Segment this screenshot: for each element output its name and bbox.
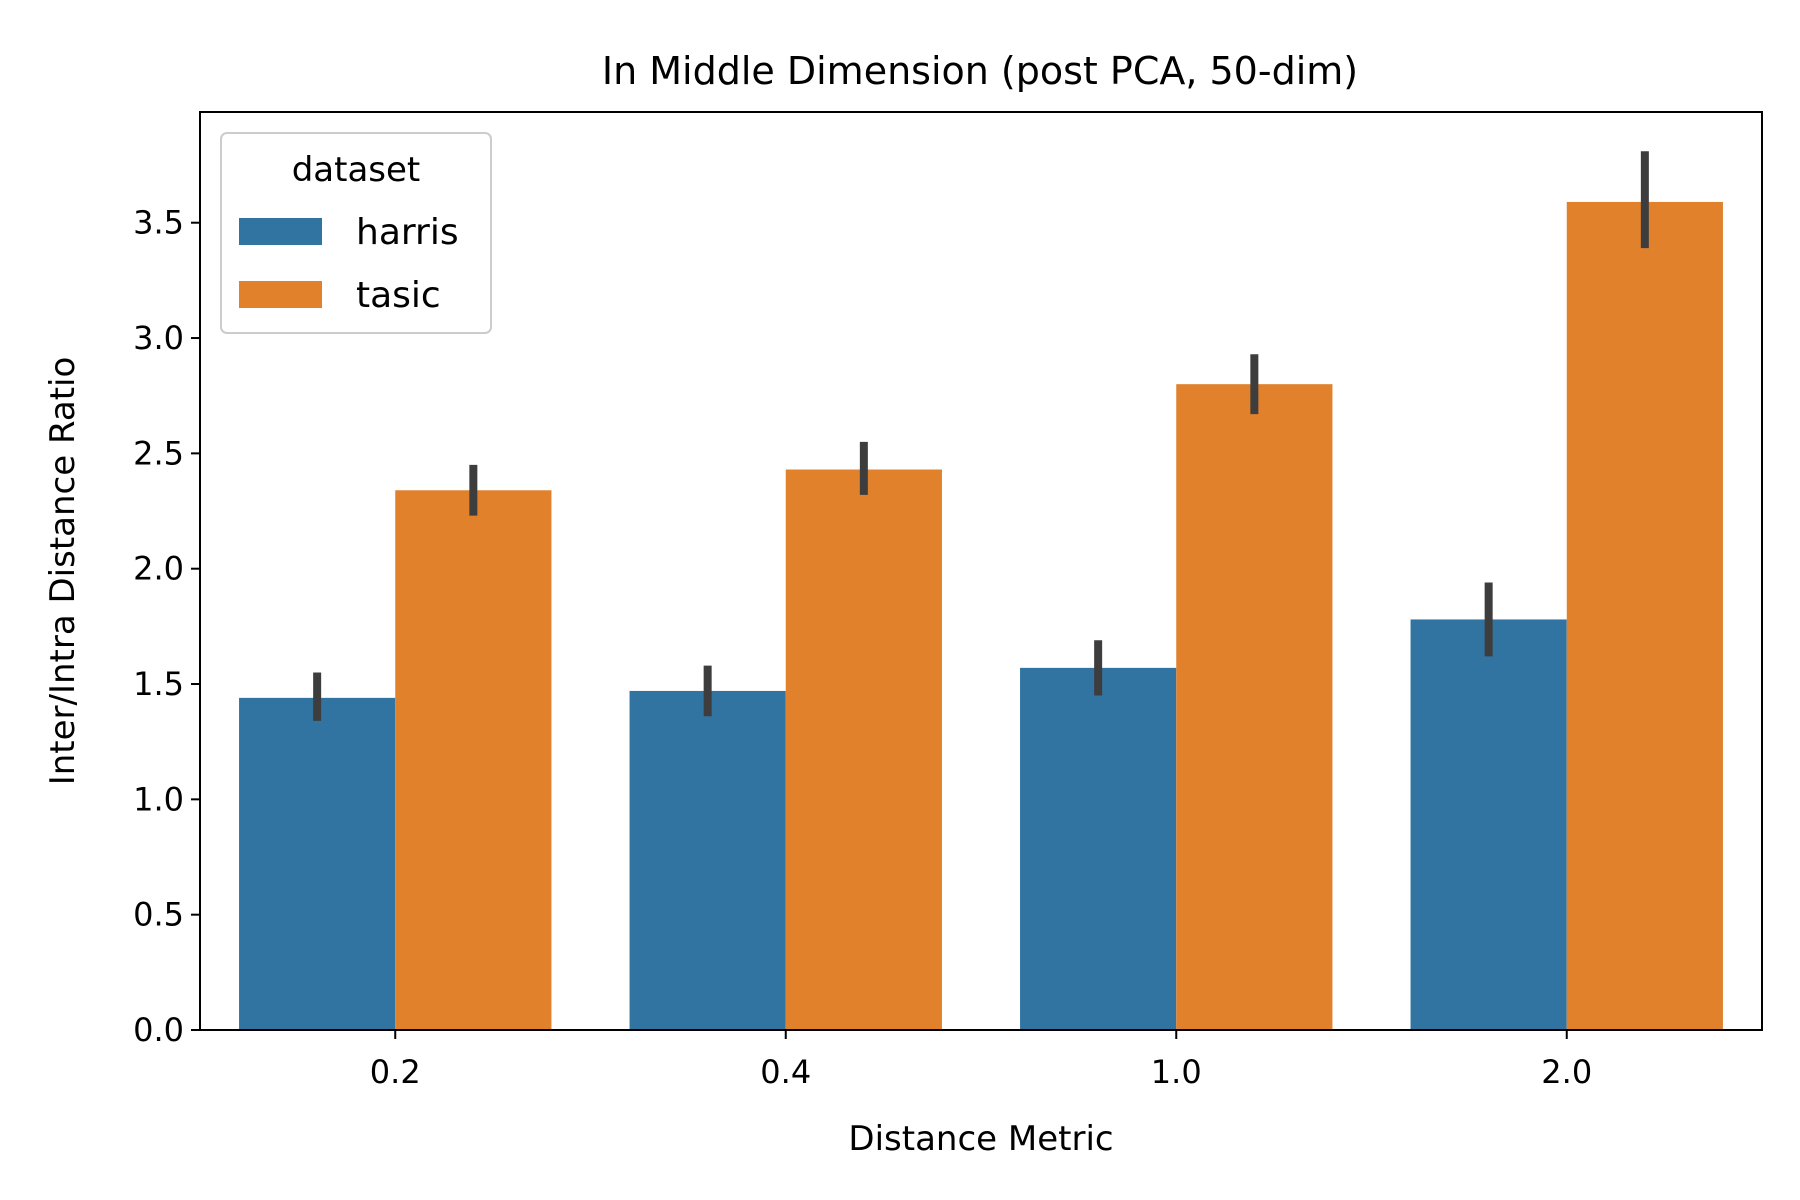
x-tick-label: 1.0 <box>1151 1053 1202 1091</box>
bar-harris-2.0 <box>1410 619 1567 1030</box>
y-tick-label: 0.5 <box>133 896 184 934</box>
y-axis: 0.0 0.5 1.0 1.5 2.0 2.5 3.0 3.5 <box>133 204 200 1049</box>
x-tick-label: 2.0 <box>1541 1053 1592 1091</box>
x-axis-label: Distance Metric <box>848 1119 1113 1159</box>
legend-swatch-tasic <box>239 281 322 308</box>
legend-title: dataset <box>292 150 421 190</box>
bar-harris-0.4 <box>629 690 786 1030</box>
errorbars-group <box>313 151 1649 721</box>
y-axis-label: Inter/Intra Distance Ratio <box>43 357 83 786</box>
y-tick-label: 1.0 <box>133 780 184 818</box>
bar-harris-1.0 <box>1020 667 1177 1030</box>
bar-harris-0.2 <box>239 697 396 1030</box>
y-tick-label: 0.0 <box>133 1011 184 1049</box>
chart-title: In Middle Dimension (post PCA, 50-dim) <box>602 49 1358 93</box>
x-tick-label: 0.2 <box>370 1053 421 1091</box>
y-tick-label: 1.5 <box>133 665 184 703</box>
legend-label-tasic: tasic <box>356 275 441 316</box>
bar-tasic-0.4 <box>785 469 942 1030</box>
legend-entries: harris tasic <box>239 212 459 316</box>
legend: dataset harris tasic <box>220 132 492 334</box>
legend-swatch-harris <box>239 218 322 245</box>
legend-label-harris: harris <box>356 212 459 253</box>
y-tick-label: 2.5 <box>133 434 184 472</box>
y-tick-label: 2.0 <box>133 550 184 588</box>
plot-frame <box>199 111 1763 1031</box>
bar-tasic-0.2 <box>395 490 552 1030</box>
bar-tasic-1.0 <box>1176 384 1333 1030</box>
y-tick-label: 3.0 <box>133 319 184 357</box>
bar-tasic-2.0 <box>1566 201 1723 1030</box>
x-tick-label: 0.4 <box>760 1053 811 1091</box>
y-tick-label: 3.5 <box>133 204 184 242</box>
x-axis: 0.2 0.4 1.0 2.0 <box>370 1030 1592 1091</box>
bars-group <box>239 201 1723 1030</box>
